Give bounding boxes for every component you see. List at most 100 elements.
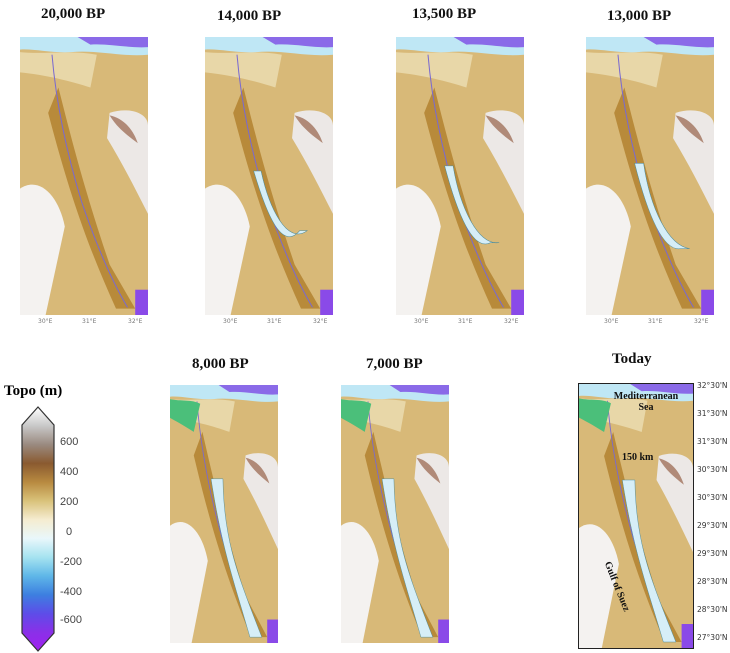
deep-sea xyxy=(77,37,148,48)
lat-label: 28°30'N xyxy=(697,605,728,614)
colorbar xyxy=(21,406,55,652)
tick-label: 31°E xyxy=(82,318,97,325)
western-highlands xyxy=(396,184,441,315)
highland-ridge xyxy=(416,457,441,484)
panel-title-13000bp: 13,000 BP xyxy=(607,8,672,24)
red-sea-deep xyxy=(701,289,714,315)
nile-river xyxy=(51,54,128,308)
deep-sea xyxy=(262,37,333,48)
lat-label: 32°30'N xyxy=(697,381,728,390)
colorbar-label: -600 xyxy=(60,614,83,626)
tick-label: 30°E xyxy=(414,318,429,325)
rift-valley xyxy=(614,87,702,309)
lat-label: 27°30'N xyxy=(697,633,728,642)
rift-valley xyxy=(233,87,321,309)
eastern-highlands xyxy=(483,110,524,214)
deep-sea xyxy=(389,385,449,395)
highland-ridge xyxy=(109,115,138,144)
gulf-water xyxy=(444,165,500,245)
western-highlands xyxy=(20,184,65,315)
lat-label: 28°30'N xyxy=(697,577,728,586)
red-sea-deep xyxy=(267,619,278,643)
map-svg xyxy=(20,37,148,315)
green-delta xyxy=(170,399,201,432)
western-highlands xyxy=(341,522,379,643)
highland-ridge xyxy=(485,115,514,144)
eastern-highlands xyxy=(414,453,449,550)
green-delta xyxy=(341,399,372,432)
colorbar-label: 200 xyxy=(60,496,79,508)
lat-label: 29°30'N xyxy=(697,549,728,558)
tick-label: 31°E xyxy=(458,318,473,325)
map-panel-8000bp xyxy=(170,385,278,643)
panel-title-20000bp: 20,000 BP xyxy=(41,6,106,22)
eastern-highlands xyxy=(243,453,278,550)
deep-sea xyxy=(643,37,714,48)
tick-label: 30°E xyxy=(604,318,619,325)
tick-label: 30°E xyxy=(223,318,238,325)
colorbar-label: -400 xyxy=(60,586,83,598)
colorbar-label: -200 xyxy=(60,556,83,568)
gulf-water xyxy=(381,478,434,638)
map-svg xyxy=(205,37,333,315)
eastern-highlands xyxy=(292,110,333,214)
deep-sea xyxy=(218,385,278,395)
rift-valley xyxy=(424,87,512,309)
red-sea-deep xyxy=(320,289,333,315)
panel-title-today: Today xyxy=(612,351,652,367)
eastern-highlands xyxy=(107,110,148,214)
colorbar-label: 600 xyxy=(60,436,79,448)
western-highlands xyxy=(579,524,619,648)
map-panel-13500bp xyxy=(396,37,524,315)
panel-title-14000bp: 14,000 BP xyxy=(217,8,282,24)
panel-title-13500bp: 13,500 BP xyxy=(412,6,477,22)
scale-150km-label: 150 km xyxy=(622,452,654,463)
gulf-water xyxy=(253,170,308,237)
nile-delta xyxy=(20,52,97,88)
map-panel-today xyxy=(578,383,694,649)
highland-ridge xyxy=(658,458,684,485)
nile-delta xyxy=(586,52,663,88)
nile-delta xyxy=(396,52,473,88)
map-svg xyxy=(586,37,714,315)
lat-label: 30°30'N xyxy=(697,493,728,502)
nile-delta xyxy=(205,52,282,88)
colorbar-label: 0 xyxy=(66,526,73,538)
lat-label: 31°30'N xyxy=(697,437,728,446)
eastern-highlands xyxy=(673,110,714,214)
legend-title: Topo (m) xyxy=(4,383,63,399)
panel-title-8000bp: 8,000 BP xyxy=(192,356,249,372)
lat-label: 30°30'N xyxy=(697,465,728,474)
colorbar-label: 400 xyxy=(60,466,79,478)
rift-valley xyxy=(48,87,136,309)
red-sea-deep xyxy=(135,289,148,315)
lat-label: 31°30'N xyxy=(697,409,728,418)
gulf-water xyxy=(634,163,690,249)
red-sea-deep xyxy=(681,624,693,648)
colorbar-body xyxy=(21,406,55,652)
red-sea-deep xyxy=(511,289,524,315)
tick-label: 30°E xyxy=(38,318,53,325)
deep-sea xyxy=(630,384,693,394)
tick-label: 31°E xyxy=(267,318,282,325)
map-panel-7000bp xyxy=(341,385,449,643)
gulf-water xyxy=(622,479,677,643)
map-svg xyxy=(396,37,524,315)
gulf-water xyxy=(210,478,263,638)
mediterranean-sea-label: Mediterranean Sea xyxy=(613,391,679,413)
tick-label: 31°E xyxy=(648,318,663,325)
tick-label: 32°E xyxy=(694,318,709,325)
western-highlands xyxy=(205,184,250,315)
map-panel-20000bp xyxy=(20,37,148,315)
highland-ridge xyxy=(245,457,270,484)
map-panel-13000bp xyxy=(586,37,714,315)
tick-label: 32°E xyxy=(128,318,143,325)
map-svg xyxy=(170,385,278,643)
highland-ridge xyxy=(294,115,323,144)
deep-sea xyxy=(453,37,524,48)
eastern-highlands xyxy=(656,453,693,552)
map-svg xyxy=(579,384,693,648)
western-highlands xyxy=(170,522,208,643)
tick-label: 32°E xyxy=(504,318,519,325)
map-svg xyxy=(341,385,449,643)
